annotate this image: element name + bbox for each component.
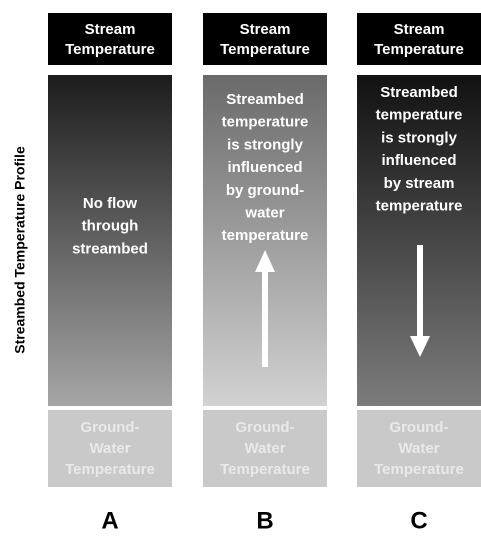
- groundwater-label: Temperature: [220, 461, 310, 478]
- profile-text: Streambed: [226, 91, 304, 108]
- stream-label: Temperature: [220, 41, 310, 58]
- groundwater-label: Ground-: [389, 419, 448, 436]
- stream-label: Stream: [394, 21, 445, 38]
- streambed-profile: [357, 75, 481, 406]
- groundwater-label: Ground-: [235, 419, 294, 436]
- groundwater-box: [357, 410, 481, 487]
- panel-letter: C: [410, 507, 427, 534]
- profile-text: influenced: [227, 159, 302, 176]
- profile-text: temperature: [376, 197, 463, 214]
- streambed-profile: [48, 75, 172, 406]
- groundwater-label: Water: [244, 440, 285, 457]
- profile-text: No flow: [83, 195, 137, 212]
- profile-text: temperature: [222, 227, 309, 244]
- profile-text: by stream: [384, 175, 455, 192]
- groundwater-label: Temperature: [374, 461, 464, 478]
- y-axis-label: Streambed Temperature Profile: [12, 146, 28, 354]
- profile-text: is strongly: [381, 129, 458, 146]
- profile-text: by ground-: [226, 182, 304, 199]
- arrow-up-head: [255, 250, 275, 272]
- profile-text: water: [244, 204, 284, 221]
- profile-text: streambed: [72, 240, 148, 257]
- stream-box: [48, 13, 172, 65]
- panel-letter: A: [101, 507, 118, 534]
- groundwater-box: [48, 410, 172, 487]
- panel-letter: B: [256, 507, 273, 534]
- groundwater-label: Water: [89, 440, 130, 457]
- stream-label: Stream: [240, 21, 291, 38]
- stream-box: [203, 13, 327, 65]
- profile-text: through: [82, 218, 139, 235]
- profile-text: is strongly: [227, 136, 304, 153]
- arrow-down-head: [410, 336, 430, 357]
- stream-label: Temperature: [65, 41, 155, 58]
- profile-text: Streambed: [380, 84, 458, 101]
- groundwater-label: Temperature: [65, 461, 155, 478]
- groundwater-label: Water: [398, 440, 439, 457]
- profile-text: temperature: [222, 114, 309, 131]
- profile-text: temperature: [376, 107, 463, 124]
- profile-text: influenced: [381, 152, 456, 169]
- stream-label: Stream: [85, 21, 136, 38]
- groundwater-label: Ground-: [80, 419, 139, 436]
- groundwater-box: [203, 410, 327, 487]
- stream-label: Temperature: [374, 41, 464, 58]
- stream-box: [357, 13, 481, 65]
